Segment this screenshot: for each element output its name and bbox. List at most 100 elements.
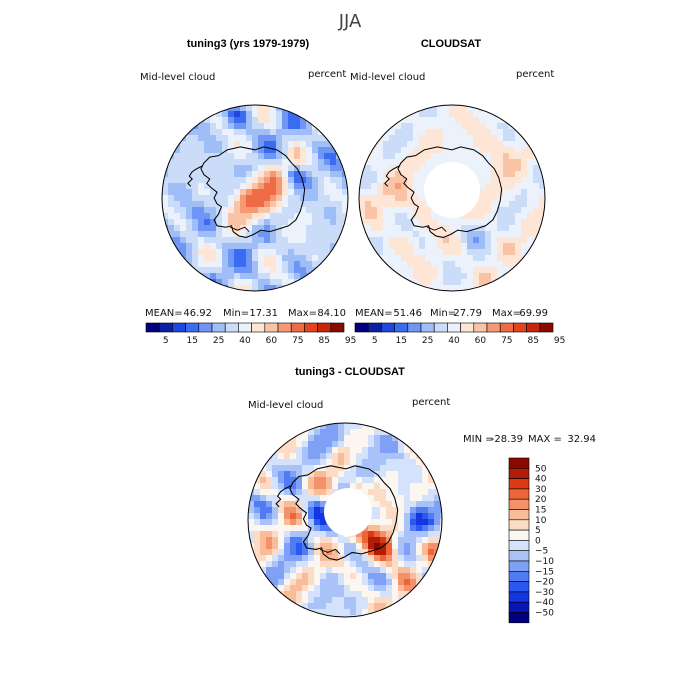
contour-cell <box>204 273 211 280</box>
contour-cell <box>282 171 289 178</box>
right-colorbar: 5 15 25 40 60 75 85 95 <box>354 322 565 346</box>
contour-cell <box>198 135 205 142</box>
contour-cell <box>308 555 315 562</box>
contour-cell <box>422 471 429 478</box>
contour-cell <box>428 495 435 502</box>
contour-cell <box>216 105 223 112</box>
contour-cell <box>422 561 429 568</box>
contour-cell <box>350 435 357 442</box>
contour-cell <box>416 489 423 496</box>
contour-cell <box>272 591 279 598</box>
contour-cell <box>192 249 199 256</box>
contour-cell <box>380 597 387 604</box>
contour-cell <box>276 207 283 214</box>
contour-cell <box>168 201 175 208</box>
contour-cell <box>416 531 423 538</box>
contour-cell <box>290 549 297 556</box>
contour-cell <box>288 111 295 118</box>
contour-cell <box>216 183 223 190</box>
contour-cell <box>288 273 295 280</box>
contour-cell <box>300 171 307 178</box>
contour-cell <box>204 177 211 184</box>
contour-cell <box>422 555 429 562</box>
contour-cell <box>228 165 235 172</box>
contour-cell <box>428 549 435 556</box>
contour-cell <box>264 129 271 136</box>
contour-cell <box>180 153 187 160</box>
contour-cell <box>186 207 193 214</box>
contour-cell <box>314 429 321 436</box>
contour-cell <box>234 153 241 160</box>
contour-cell <box>386 513 393 520</box>
contour-cell <box>326 597 333 604</box>
contour-cell <box>491 183 498 190</box>
contour-cell <box>306 243 313 250</box>
contour-cell <box>479 189 486 196</box>
contour-cell <box>198 267 205 274</box>
contour-cell <box>312 147 319 154</box>
contour-cell <box>344 543 351 550</box>
contour-cell <box>228 141 235 148</box>
contour-cell <box>407 273 414 280</box>
contour-cell <box>260 483 267 490</box>
contour-cell <box>401 231 408 238</box>
contour-cell <box>258 165 265 172</box>
contour-cell <box>314 597 321 604</box>
contour-cell <box>407 183 414 190</box>
contour-cell <box>332 465 339 472</box>
contour-cell <box>246 273 253 280</box>
contour-cell <box>386 561 393 568</box>
contour-cell <box>413 207 420 214</box>
contour-cell <box>497 225 504 232</box>
contour-cell <box>266 585 273 592</box>
contour-cell <box>288 117 295 124</box>
contour-cell <box>270 159 277 166</box>
contour-cell <box>296 435 303 442</box>
contour-cell <box>186 243 193 250</box>
contour-cell <box>479 117 486 124</box>
contour-cell <box>431 267 438 274</box>
contour-cell <box>324 195 331 202</box>
contour-cell <box>326 573 333 580</box>
contour-cell <box>266 525 273 532</box>
contour-cell <box>222 273 229 280</box>
contour-cell <box>306 213 313 220</box>
contour-cell <box>398 513 405 520</box>
contour-cell <box>398 471 405 478</box>
contour-cell <box>392 537 399 544</box>
contour-cell <box>312 153 319 160</box>
contour-cell <box>434 525 441 532</box>
contour-cell <box>336 213 343 220</box>
contour-cell <box>282 165 289 172</box>
contour-cell <box>270 279 277 286</box>
contour-cell <box>368 561 375 568</box>
contour-cell <box>272 561 279 568</box>
contour-cell <box>497 117 504 124</box>
contour-cell <box>296 489 303 496</box>
contour-cell <box>264 189 271 196</box>
contour-cell <box>258 261 265 268</box>
contour-cell <box>296 537 303 544</box>
contour-cell <box>509 231 516 238</box>
contour-cell <box>416 459 423 466</box>
contour-cell <box>431 273 438 280</box>
contour-cell <box>419 129 426 136</box>
contour-cell <box>302 555 309 562</box>
contour-cell <box>296 471 303 478</box>
contour-cell <box>336 231 343 238</box>
contour-cell <box>407 135 414 142</box>
contour-cell <box>368 531 375 538</box>
contour-cell <box>282 219 289 226</box>
contour-cell <box>324 189 331 196</box>
contour-cell <box>515 183 522 190</box>
contour-cell <box>198 237 205 244</box>
contour-cell <box>389 243 396 250</box>
contour-cell <box>290 507 297 514</box>
contour-cell <box>473 153 480 160</box>
contour-cell <box>332 483 339 490</box>
contour-cell <box>258 135 265 142</box>
contour-cell <box>198 219 205 226</box>
contour-cell <box>276 165 283 172</box>
contour-cell <box>521 201 528 208</box>
contour-cell <box>252 285 259 291</box>
